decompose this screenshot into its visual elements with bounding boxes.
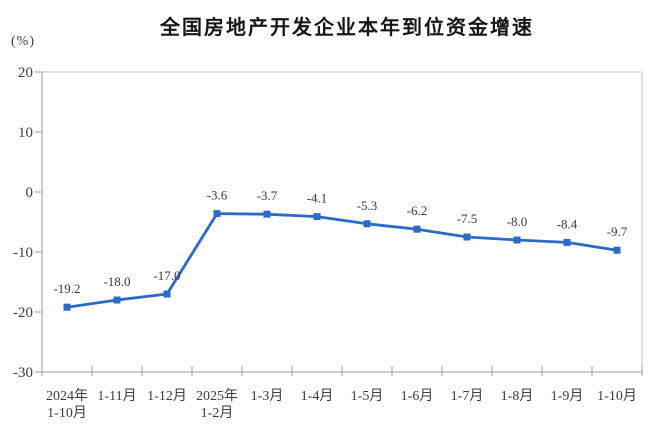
x-axis-tick-label: 1-4月 [301,388,334,404]
data-point-marker [463,233,471,241]
data-point-marker [163,290,171,298]
x-axis-tick-label: 1-12月 [147,388,187,404]
data-point-label: -3.7 [257,188,278,203]
x-axis-tick-label: 1-8月 [501,388,534,404]
data-point-marker [313,213,321,221]
x-axis-tick-label: 2025年 [196,388,238,404]
y-axis-tick-label: -30 [13,365,33,381]
x-axis-tick-label: 1-6月 [401,388,434,404]
data-point-marker [513,236,521,244]
data-point-label: -17.0 [153,268,180,283]
y-axis-unit-label: (%) [11,34,35,49]
x-axis-tick-label: 1-5月 [351,388,384,404]
data-point-label: -8.4 [557,216,578,231]
data-point-marker [363,220,371,228]
y-axis-tick-label: -20 [13,305,33,321]
y-axis-tick-label: 20 [18,65,33,81]
data-series-line [65,212,619,309]
chart-title: 全国房地产开发企业本年到位资金增速 [160,17,534,39]
data-point-label: -3.6 [207,188,228,203]
y-axis-tick-label: -10 [13,245,33,261]
x-axis-tick-label: 1-2月 [201,405,234,421]
data-point-label: -8.0 [507,214,528,229]
x-axis-tick-label: 1-11月 [97,388,136,404]
data-point-label: -18.0 [103,274,130,289]
x-axis-tick-label: 1-7月 [451,388,484,404]
data-point-marker [113,296,121,304]
y-axis-tick-label: 10 [18,125,33,141]
data-point-label: -6.2 [407,203,428,218]
data-point-label: -4.1 [307,191,328,206]
x-axis-tick-label: 1-10月 [47,405,87,421]
y-axis-tick-label: 0 [26,185,34,201]
data-point-label: -9.7 [607,224,628,239]
data-point-marker [413,225,421,233]
x-axis-tick-label: 2024年 [46,388,88,404]
x-axis-tick-label: 1-10月 [597,388,637,404]
data-point-marker [213,210,221,218]
x-axis-tick-label: 1-9月 [551,388,584,404]
data-point-label: -5.3 [357,198,378,213]
data-point-marker [63,303,71,311]
data-point-label: -7.5 [457,211,478,226]
data-point-marker [563,238,571,246]
data-point-label: -19.2 [53,281,80,296]
x-axis-tick-label: 1-3月 [251,388,284,404]
data-point-marker [613,246,621,254]
data-point-marker [263,210,271,218]
